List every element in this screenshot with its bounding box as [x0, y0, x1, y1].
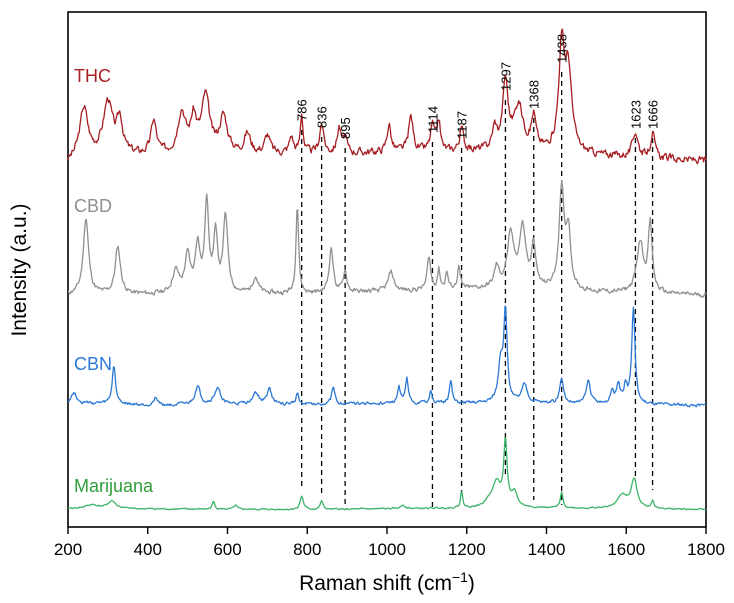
x-tick-label-800: 800: [293, 540, 321, 559]
x-tick-label-200: 200: [54, 540, 82, 559]
peak-label-786: 786: [295, 99, 310, 121]
y-axis-label: Intensity (a.u.): [8, 203, 31, 336]
peak-label-1368: 1368: [527, 80, 542, 109]
x-tick-label-1000: 1000: [368, 540, 406, 559]
series-group: [67, 28, 707, 511]
series-label-marijuana: Marijuana: [74, 476, 154, 496]
peak-label-1438: 1438: [555, 34, 570, 63]
x-tick-label-1600: 1600: [607, 540, 645, 559]
peak-label-group: 786 836 895 1114 1187 1297 1368 1438 1623 1666: [295, 34, 661, 139]
series-line-cbd: [67, 179, 707, 298]
peak-label-836: 836: [315, 106, 330, 128]
series-label-group: THC CBD CBN Marijuana: [74, 66, 154, 496]
x-tick-label-1200: 1200: [448, 540, 486, 559]
series-label-cbd: CBD: [74, 196, 112, 216]
series-line-cbn: [67, 305, 707, 408]
peak-label-1623: 1623: [628, 100, 643, 129]
x-axis: 200 400 600 800 1000 1200 1400 1600 1800: [54, 527, 725, 559]
series-line-thc: [67, 28, 707, 165]
peak-label-1666: 1666: [646, 100, 661, 129]
x-tick-label-1400: 1400: [528, 540, 566, 559]
x-tick-label-600: 600: [213, 540, 241, 559]
series-line-marijuana: [67, 436, 707, 511]
x-tick-label-400: 400: [134, 540, 162, 559]
peak-marker-group: [301, 72, 654, 510]
peak-label-1297: 1297: [498, 62, 513, 91]
series-label-cbn: CBN: [74, 354, 112, 374]
x-tick-label-1800: 1800: [687, 540, 725, 559]
peak-label-1114: 1114: [425, 106, 440, 133]
peak-label-895: 895: [338, 117, 353, 139]
plot-frame: [67, 11, 707, 528]
series-label-thc: THC: [74, 66, 111, 86]
peak-label-1187: 1187: [455, 111, 470, 139]
x-axis-label: Raman shift (cm−1): [299, 569, 475, 595]
